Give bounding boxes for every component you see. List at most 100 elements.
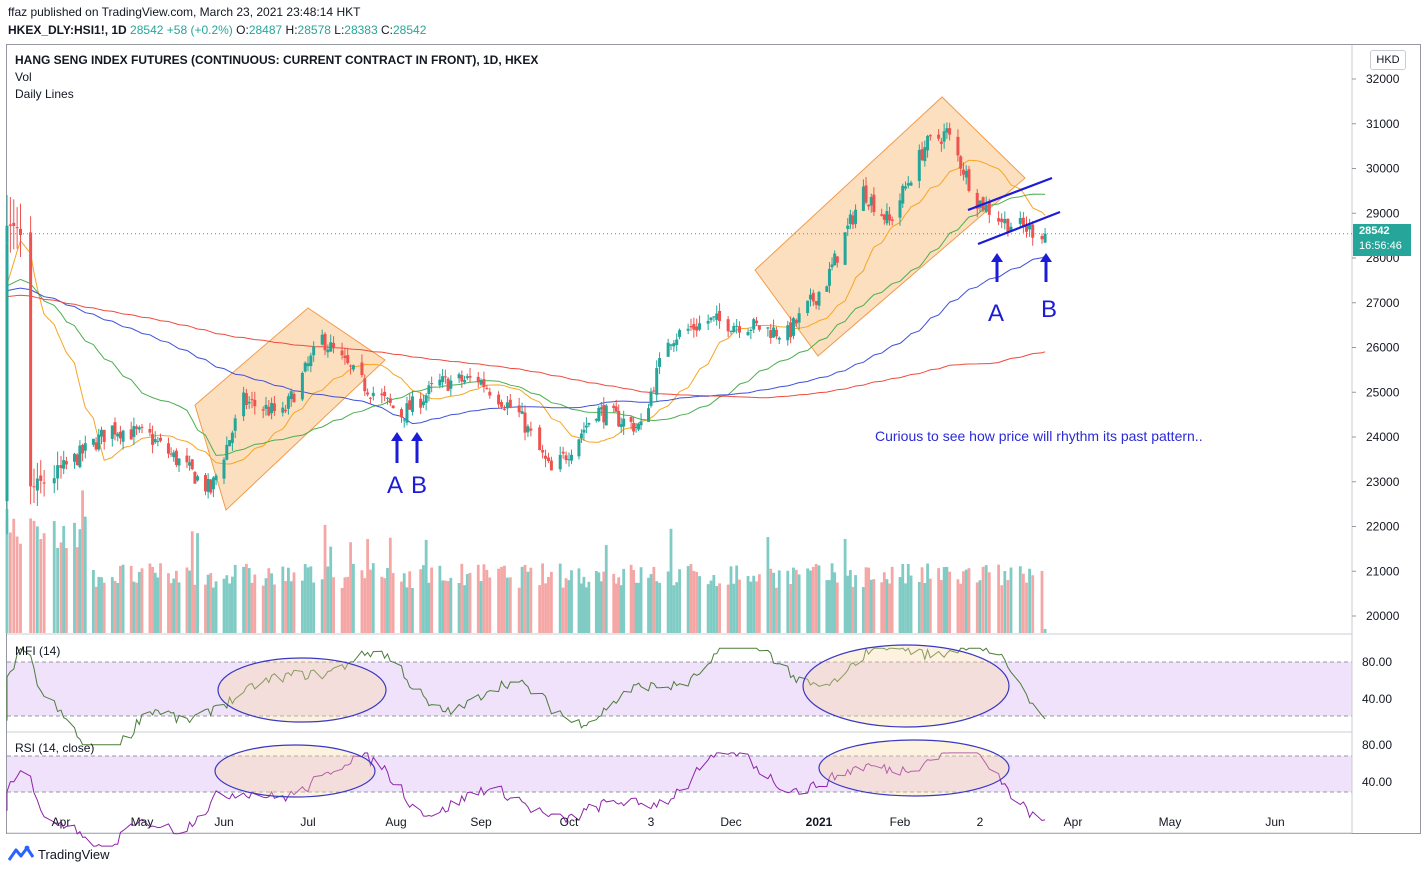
- candle-body: [612, 405, 616, 409]
- volume-bar: [752, 575, 756, 633]
- volume-bar: [520, 566, 524, 633]
- candle-body: [523, 412, 527, 433]
- volume-bar: [962, 571, 965, 633]
- candle-body: [546, 457, 550, 462]
- volume-bar: [647, 577, 650, 633]
- candle-body: [83, 443, 87, 451]
- footer-brand[interactable]: TradingView: [8, 845, 110, 863]
- volume-bar: [975, 582, 979, 633]
- volume-bar: [132, 581, 136, 633]
- volume-bar: [438, 565, 442, 633]
- candle-body: [320, 334, 324, 345]
- volume-bar: [346, 576, 350, 633]
- candle-body: [100, 429, 103, 437]
- rsi-ellipse-1: [214, 744, 376, 798]
- candle-body: [541, 450, 545, 453]
- mfi-line: [6, 647, 1046, 746]
- highlight-box-2: [754, 96, 1026, 357]
- volume-bar: [193, 584, 197, 633]
- volume-bar: [267, 568, 271, 633]
- volume-bar: [715, 586, 719, 633]
- candle-body: [329, 342, 333, 352]
- volume-bar: [984, 565, 988, 633]
- candle-body: [587, 423, 591, 425]
- volume-bar: [901, 564, 905, 633]
- arrow-b-1-head: [411, 432, 423, 441]
- volume-bar: [12, 518, 16, 633]
- candle-body: [380, 393, 384, 396]
- candle-body: [920, 149, 924, 161]
- candle-body: [529, 428, 533, 431]
- candle-body: [584, 425, 588, 428]
- candle-body: [867, 204, 871, 207]
- candle-body: [632, 422, 636, 432]
- candle-body: [368, 397, 372, 399]
- volume-bar: [39, 539, 43, 633]
- candle-body: [647, 408, 651, 422]
- candle-body: [634, 426, 638, 428]
- volume-bar: [281, 566, 285, 633]
- candle-body: [706, 321, 710, 324]
- candle-body: [42, 482, 46, 484]
- volume-bar: [172, 578, 176, 633]
- candle-body: [75, 454, 79, 466]
- candle-body: [956, 136, 960, 156]
- candle-body: [726, 319, 730, 332]
- candle-body: [939, 141, 943, 144]
- volume-bar: [649, 574, 653, 633]
- currency-badge[interactable]: HKD: [1370, 50, 1406, 70]
- candle-body: [174, 450, 178, 465]
- volume-bar: [655, 581, 659, 633]
- volume-bar: [558, 563, 562, 633]
- volume-bar: [772, 572, 775, 633]
- footer-brand-text: TradingView: [38, 846, 110, 862]
- candle-body: [882, 214, 886, 220]
- volume-bar: [360, 570, 364, 633]
- volume-bar: [634, 582, 638, 633]
- candle-body: [19, 228, 22, 236]
- symbol-label: HKEX_DLY:HSI1!, 1D: [8, 23, 127, 37]
- candle-body: [678, 330, 682, 337]
- candle-body: [457, 374, 461, 379]
- candle-body: [247, 401, 251, 404]
- volume-bar: [343, 577, 347, 633]
- candle-body: [225, 444, 229, 460]
- indicator-bands: [7, 662, 1352, 792]
- volume-bar: [666, 571, 670, 633]
- candle-body: [121, 430, 125, 442]
- volume-bar: [320, 579, 324, 633]
- chart-title: HANG SENG INDEX FUTURES (CONTINUOUS: CUR…: [15, 53, 539, 67]
- volume-bar: [383, 578, 387, 633]
- time-tick-label: Jul: [300, 815, 315, 829]
- osc-tick-label: 80.00: [1362, 738, 1392, 752]
- time-tick-label: Oct: [560, 815, 579, 829]
- volume-bar: [306, 567, 310, 633]
- candle-body: [73, 453, 76, 462]
- volume-bar: [503, 565, 506, 633]
- volume-bar: [463, 585, 466, 633]
- volume-bar: [287, 567, 290, 633]
- price-tick-label: 27000: [1366, 296, 1400, 310]
- volume-bar: [1022, 573, 1025, 633]
- candle-body: [814, 300, 818, 305]
- time-tick-label: Dec: [720, 815, 741, 829]
- candle-body: [520, 411, 524, 414]
- candle-body: [460, 375, 464, 382]
- candle-body: [746, 331, 750, 336]
- volume-bar: [449, 577, 453, 633]
- candle-body: [230, 432, 234, 444]
- candle-body: [602, 404, 606, 423]
- volume-bar: [75, 547, 79, 633]
- volume-bar: [479, 581, 483, 633]
- candle-body: [718, 310, 722, 322]
- label-a-2: A: [988, 300, 1005, 327]
- candle-body: [689, 326, 693, 328]
- candle-body: [997, 218, 1001, 222]
- volume-bar: [964, 569, 968, 633]
- candle-body: [148, 428, 152, 433]
- candle-body: [675, 339, 679, 345]
- volume-bar: [443, 580, 447, 633]
- candle-body: [351, 365, 355, 370]
- candle-body: [94, 442, 98, 450]
